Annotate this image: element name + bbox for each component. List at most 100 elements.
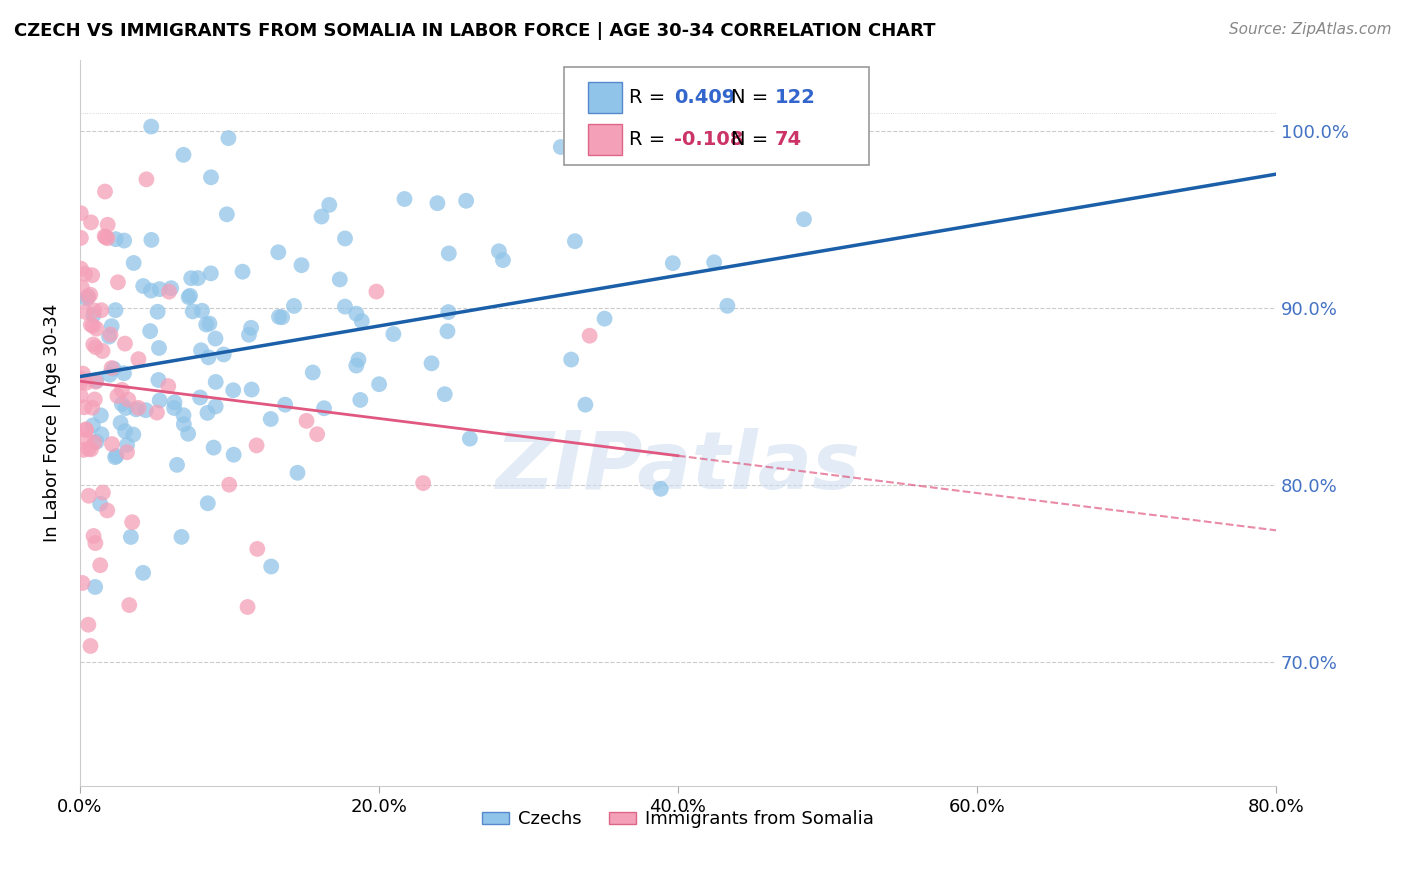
Point <box>82 268 104 283</box>
Point <box>91 485 114 500</box>
Point <box>100 319 122 334</box>
Point <box>170 530 193 544</box>
Point <box>204 375 226 389</box>
Point <box>163 401 186 415</box>
Point <box>86 434 108 449</box>
Point <box>122 256 145 270</box>
Point <box>118 598 141 612</box>
Point <box>86 321 108 335</box>
Point <box>492 253 515 268</box>
Point <box>114 424 136 438</box>
Point <box>172 409 194 423</box>
Point <box>312 401 335 416</box>
Point <box>564 234 586 248</box>
Point <box>267 245 290 260</box>
Point <box>578 328 600 343</box>
Point <box>96 503 118 517</box>
Point <box>200 266 222 280</box>
Point <box>188 391 211 405</box>
Point <box>120 530 142 544</box>
Point <box>127 352 149 367</box>
Point <box>238 327 260 342</box>
Point <box>75 432 97 446</box>
Point <box>139 284 162 298</box>
Point <box>437 246 460 260</box>
Point <box>72 576 94 591</box>
Point <box>148 373 170 387</box>
Point <box>307 427 329 442</box>
Point <box>245 438 267 452</box>
Point <box>104 303 127 318</box>
Point <box>198 317 221 331</box>
Point <box>160 281 183 295</box>
Point <box>83 392 105 407</box>
Point <box>135 172 157 186</box>
Point <box>191 303 214 318</box>
Point <box>76 292 98 306</box>
Point <box>70 261 93 276</box>
Point <box>560 352 582 367</box>
Point <box>89 497 111 511</box>
Point <box>177 426 200 441</box>
Point <box>73 401 96 415</box>
Point <box>70 280 93 294</box>
Point <box>122 427 145 442</box>
Point <box>94 230 117 244</box>
Text: -0.108: -0.108 <box>675 130 744 149</box>
Text: N =: N = <box>731 130 775 149</box>
Point <box>333 231 356 245</box>
Point <box>456 194 478 208</box>
Point <box>75 305 97 319</box>
Point <box>366 285 388 299</box>
Point <box>75 422 97 436</box>
Point <box>149 282 172 296</box>
Point <box>111 397 134 411</box>
Point <box>96 231 118 245</box>
Point <box>240 383 263 397</box>
Point <box>287 466 309 480</box>
Point <box>344 307 367 321</box>
Point <box>79 287 101 301</box>
Point <box>82 308 104 322</box>
Point <box>318 198 340 212</box>
Point <box>141 120 163 134</box>
Text: CZECH VS IMMIGRANTS FROM SOMALIA IN LABOR FORCE | AGE 30-34 CORRELATION CHART: CZECH VS IMMIGRANTS FROM SOMALIA IN LABO… <box>14 22 935 40</box>
Point <box>215 207 238 221</box>
Point <box>77 289 100 303</box>
Point <box>197 496 219 510</box>
Point <box>104 232 127 246</box>
Point <box>111 383 134 397</box>
Point <box>197 351 219 365</box>
Bar <box>588 124 621 154</box>
Point <box>84 340 107 354</box>
Point <box>77 290 100 304</box>
Point <box>488 244 510 259</box>
Point <box>283 299 305 313</box>
Text: 122: 122 <box>775 88 815 107</box>
Point <box>69 206 91 220</box>
Point <box>114 401 136 415</box>
Point <box>90 427 112 442</box>
Point <box>157 379 180 393</box>
Point <box>187 271 209 285</box>
Point <box>117 392 139 407</box>
Point <box>101 437 124 451</box>
Text: Source: ZipAtlas.com: Source: ZipAtlas.com <box>1229 22 1392 37</box>
Point <box>177 290 200 304</box>
Point <box>662 256 685 270</box>
Point <box>146 406 169 420</box>
Point <box>420 356 443 370</box>
Point <box>436 324 458 338</box>
Point <box>72 367 94 381</box>
Point <box>83 303 105 318</box>
Point <box>69 389 91 403</box>
Text: ZIPatlas: ZIPatlas <box>495 427 860 506</box>
Point <box>82 418 104 433</box>
Point <box>69 371 91 385</box>
Point <box>69 376 91 390</box>
Point <box>84 375 107 389</box>
Point <box>86 374 108 388</box>
Legend: Czechs, Immigrants from Somalia: Czechs, Immigrants from Somalia <box>475 803 882 836</box>
Point <box>107 275 129 289</box>
Point <box>98 368 121 382</box>
